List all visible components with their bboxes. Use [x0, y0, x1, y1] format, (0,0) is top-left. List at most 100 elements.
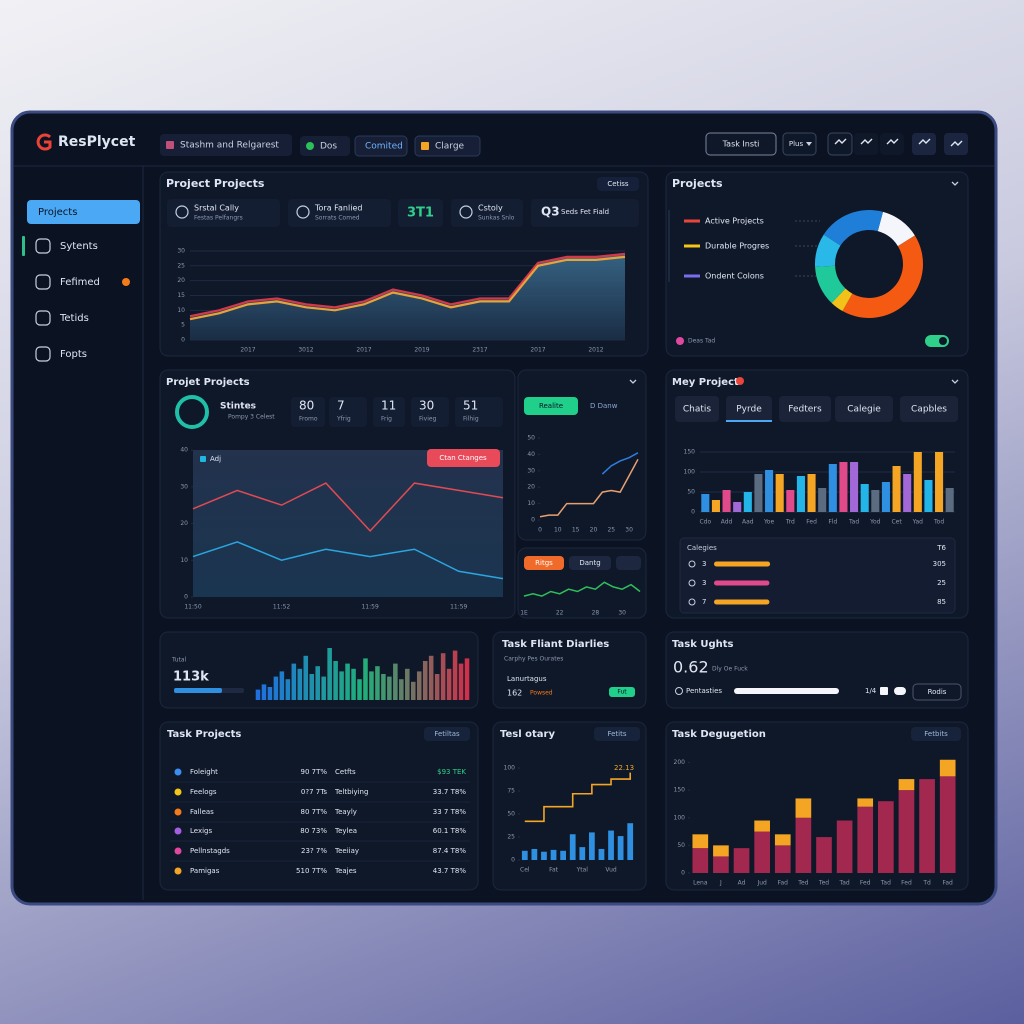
tab-label[interactable]: Stashm and Relgarest: [180, 141, 279, 151]
tab-label[interactable]: Clarge: [435, 142, 465, 152]
nav-item[interactable]: Fopts: [60, 349, 87, 360]
table-cell: 80 73%: [300, 827, 327, 835]
y-tick-label: 50: [527, 435, 535, 442]
stat-chip: [167, 199, 280, 227]
badge-label[interactable]: Dantg: [579, 559, 600, 567]
icon-button[interactable]: [854, 133, 878, 155]
table-cell: 60.1 T8%: [433, 827, 467, 835]
bar-segment: [754, 820, 770, 832]
icon-button[interactable]: [827, 132, 853, 156]
nav-item[interactable]: Fefimed: [60, 277, 100, 288]
select[interactable]: [782, 132, 817, 156]
stat-label: Srstal Cally: [194, 204, 239, 213]
x-tick-label: 0: [538, 527, 542, 534]
tab-label[interactable]: Pyrde: [736, 405, 762, 415]
bar: [285, 679, 291, 700]
badge-label[interactable]: Fetits: [607, 730, 626, 738]
stat-label: Frig: [381, 416, 392, 423]
badge-label[interactable]: Cetiss: [607, 180, 629, 188]
bar: [579, 847, 586, 860]
list-title: Calegies: [687, 544, 717, 552]
badge[interactable]: [594, 727, 640, 741]
tab-label[interactable]: Calegie: [847, 405, 881, 415]
tab-label[interactable]: Fedters: [788, 405, 822, 415]
stat-value: Q3: [541, 205, 560, 219]
progress-bar: [714, 599, 770, 605]
badge-label[interactable]: Ritgs: [535, 559, 553, 567]
tab[interactable]: [726, 396, 772, 422]
button[interactable]: [912, 683, 962, 701]
x-tick-label: 30: [625, 527, 633, 534]
badge-label[interactable]: Fetiltas: [434, 730, 460, 738]
x-tick-label: Tod: [933, 519, 944, 526]
badge-label[interactable]: Ctan Ctanges: [439, 454, 487, 462]
badge[interactable]: [524, 397, 578, 415]
tab[interactable]: [779, 396, 831, 422]
table-cell: 23? 7%: [301, 847, 327, 855]
x-tick-label: Yod: [869, 519, 881, 526]
button[interactable]: [609, 687, 635, 697]
badge[interactable]: [569, 556, 611, 570]
x-tick-label: Fld: [828, 519, 837, 526]
icon-button[interactable]: [880, 133, 904, 155]
tab-label[interactable]: Comited: [365, 142, 403, 152]
card: [492, 631, 647, 709]
row-value: 305: [933, 560, 946, 568]
nav-item[interactable]: Sytents: [60, 241, 98, 252]
tab[interactable]: [300, 136, 350, 156]
stat-label: Fivieg: [419, 416, 437, 423]
badge-label[interactable]: Realite: [539, 402, 563, 410]
stat-value: 7: [337, 399, 345, 413]
tab[interactable]: [675, 396, 719, 422]
stat-sub: Seds Fet Fiald: [561, 208, 609, 216]
button[interactable]: [705, 132, 777, 156]
x-tick-label: 30: [618, 610, 626, 617]
tab[interactable]: [414, 135, 481, 157]
button-label[interactable]: Rodis: [928, 688, 947, 696]
bar: [452, 650, 458, 700]
button-label[interactable]: Fut: [617, 689, 627, 696]
tab-label[interactable]: Chatis: [683, 405, 712, 415]
badge[interactable]: [424, 727, 470, 741]
row-value: 25: [937, 579, 946, 587]
icon-button[interactable]: [912, 133, 936, 155]
row-dot: [174, 808, 182, 816]
bar: [381, 674, 386, 700]
badge[interactable]: [911, 727, 961, 741]
y-tick-label: 15: [177, 292, 185, 299]
label: Tutal: [171, 657, 187, 664]
badge-label[interactable]: Fetbits: [924, 730, 948, 738]
line: [189, 252, 626, 318]
tab[interactable]: [354, 135, 408, 157]
icon-button[interactable]: [944, 133, 968, 155]
select[interactable]: [616, 556, 641, 570]
x-tick-label: Add: [721, 519, 733, 526]
badge[interactable]: [597, 177, 639, 191]
donut-segment: [823, 210, 883, 246]
x-tick-label: Tad: [880, 880, 891, 887]
select-label[interactable]: Plus: [789, 140, 804, 148]
bar: [924, 480, 933, 512]
stat-chip: [455, 397, 503, 427]
bar-segment: [898, 779, 915, 791]
badge[interactable]: [524, 556, 564, 570]
tab[interactable]: [835, 396, 893, 422]
area: [190, 253, 625, 340]
tab[interactable]: [900, 396, 958, 422]
button-label[interactable]: Task Insti: [722, 140, 760, 149]
tab-label[interactable]: Dos: [320, 142, 337, 152]
bar: [711, 500, 720, 512]
tab-underline: [726, 420, 772, 422]
tab[interactable]: [160, 134, 292, 156]
stat-value: 11: [381, 399, 396, 413]
nav-icon: [35, 238, 51, 254]
badge[interactable]: [427, 449, 500, 467]
x-tick-label: J: [719, 880, 722, 887]
nav-item[interactable]: Tetids: [59, 313, 89, 324]
tab-label[interactable]: Capbles: [911, 405, 947, 415]
bar: [339, 671, 344, 700]
nav-icon: [35, 346, 51, 362]
slider[interactable]: [734, 688, 839, 694]
nav-item[interactable]: Projects: [38, 207, 77, 218]
nav-active[interactable]: [27, 200, 140, 224]
